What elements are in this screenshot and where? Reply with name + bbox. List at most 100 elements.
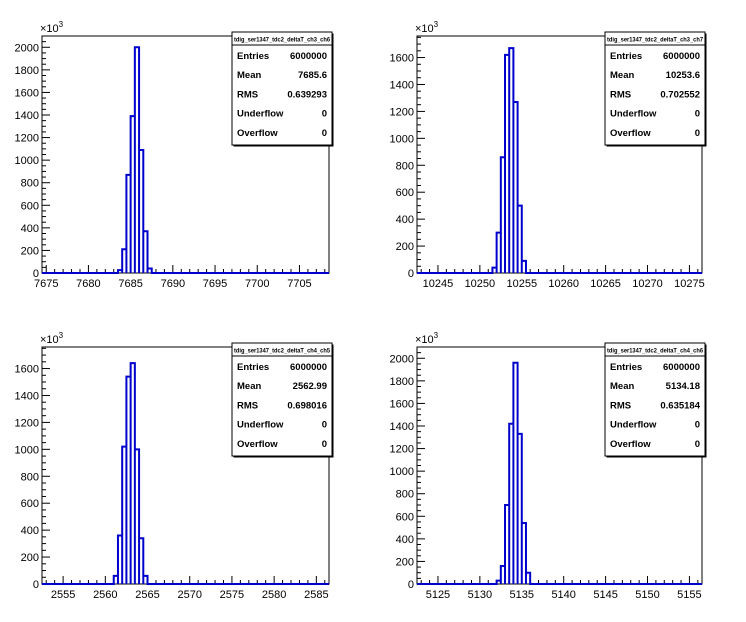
y-tick-label: 1200: [390, 444, 414, 456]
stats-value: 0: [322, 109, 327, 120]
stats-label: Mean: [610, 381, 634, 392]
histogram-bin: [513, 363, 517, 584]
stats-label: Entries: [237, 51, 269, 62]
y-multiplier-label: ×103: [40, 20, 64, 35]
histogram-bin: [126, 175, 130, 273]
x-tick-label: 7690: [161, 278, 185, 290]
stats-box: tdig_ser1347_tdc2_deltaT_ch4_ch5 Entries 6…: [231, 342, 334, 458]
stats-value: 0.698016: [287, 400, 327, 411]
y-multiplier-exponent: 3: [434, 20, 439, 29]
x-tick-label: 10265: [590, 278, 621, 290]
y-tick-label: 600: [21, 200, 39, 212]
x-tick-label: 7695: [203, 278, 227, 290]
y-tick-label: 1400: [390, 421, 414, 433]
y-tick-label: 600: [396, 511, 414, 523]
y-multiplier-base: ×10: [415, 23, 434, 35]
stats-value: 7685.6: [298, 70, 327, 81]
histogram-panel: 10245 10250 10255 10260 10265 10270 10275 0 200 4…: [390, 20, 707, 290]
x-tick-label: 2560: [93, 589, 117, 601]
histogram-bin: [131, 116, 135, 273]
histogram-outline: [417, 361, 702, 585]
histogram-panel: 2555 2560 2565 2570 2575 2580 2585 0 200 400 600 80…: [15, 331, 334, 601]
y-tick-label: 1000: [390, 133, 414, 145]
stats-value: 0: [322, 420, 327, 431]
histogram-panel: 5125 5130 5135 5140 5145 5150 5155 0 200 400 600 80…: [390, 331, 707, 601]
stats-label: RMS: [610, 400, 631, 411]
stats-box-frame: [604, 342, 706, 457]
x-tick-label: 5150: [635, 589, 659, 601]
y-tick-label: 1200: [15, 417, 39, 429]
stats-value: 0.639293: [287, 89, 327, 100]
x-tick-label: 5140: [551, 589, 575, 601]
histogram-bin: [135, 47, 139, 273]
stats-value: 5134.18: [666, 381, 700, 392]
stats-value: 10253.6: [666, 70, 700, 81]
stats-box: tdig_ser1347_tdc2_deltaT_ch4_ch6 Entries 6…: [604, 342, 707, 458]
histogram-bin: [139, 538, 143, 584]
stats-label: RMS: [237, 89, 258, 100]
stats-label: Underflow: [237, 420, 284, 431]
stats-label: Entries: [237, 362, 269, 373]
stats-label: Overflow: [237, 439, 278, 450]
y-tick-label: 800: [21, 178, 39, 190]
x-tick-label: 2570: [177, 589, 201, 601]
y-tick-label: 600: [21, 498, 39, 510]
histogram-bin: [501, 566, 505, 584]
histogram-outline: [42, 362, 329, 585]
histogram-bin: [135, 449, 139, 584]
y-multiplier-label: ×103: [40, 331, 64, 346]
y-tick-label: 200: [396, 556, 414, 568]
stats-label: RMS: [237, 400, 258, 411]
y-multiplier-exponent: 3: [59, 331, 64, 340]
stats-label: Mean: [237, 70, 261, 81]
stats-value: 6000000: [663, 51, 700, 62]
histogram-bin: [143, 231, 147, 273]
y-tick-label: 400: [21, 525, 39, 537]
stats-value: 0: [322, 439, 327, 450]
x-tick-label: 10250: [465, 278, 496, 290]
stats-value: 0: [322, 128, 327, 139]
stats-value: 0: [695, 420, 700, 431]
y-tick-label: 800: [21, 471, 39, 483]
y-tick-label: 200: [21, 552, 39, 564]
x-tick-label: 7675: [34, 278, 58, 290]
stats-box-frame: [231, 342, 333, 457]
y-multiplier-exponent: 3: [59, 20, 64, 29]
stats-value: 0.702552: [660, 89, 700, 100]
stats-value: 0.635184: [660, 400, 700, 411]
x-tick-label: 10260: [548, 278, 579, 290]
histogram-bin: [131, 363, 135, 584]
y-tick-label: 400: [21, 223, 39, 235]
stats-label: Underflow: [610, 109, 657, 120]
y-tick-label: 1000: [15, 155, 39, 167]
x-tick-label: 5135: [510, 589, 534, 601]
y-tick-label: 800: [396, 160, 414, 172]
x-tick-label: 7680: [76, 278, 100, 290]
x-tick-label: 5145: [593, 589, 617, 601]
stats-label: Underflow: [610, 420, 657, 431]
histogram-bin: [122, 249, 126, 273]
histogram-bin: [501, 157, 505, 273]
histogram-bin: [148, 268, 152, 273]
y-tick-label: 1600: [390, 53, 414, 65]
histogram-bin: [526, 573, 530, 584]
histogram-bin: [122, 447, 126, 584]
y-tick-label: 2000: [390, 353, 414, 365]
stats-label: Mean: [610, 70, 634, 81]
x-tick-label: 7705: [287, 278, 311, 290]
x-tick-label: 2565: [135, 589, 159, 601]
histogram-outline: [417, 47, 702, 274]
histogram-bin: [513, 102, 517, 273]
histogram-bin: [505, 505, 509, 584]
stats-value: 6000000: [663, 362, 700, 373]
x-tick-label: 5125: [426, 589, 450, 601]
histogram-bin: [509, 48, 513, 273]
histogram-bin: [518, 206, 522, 273]
stats-value: 6000000: [290, 362, 327, 373]
y-multiplier-label: ×103: [415, 331, 439, 346]
x-tick-label: 10245: [423, 278, 454, 290]
y-tick-label: 800: [396, 489, 414, 501]
histogram-bin: [522, 523, 526, 584]
y-tick-label: 1200: [390, 106, 414, 118]
stats-box: tdig_ser1347_tdc2_deltaT_ch3_ch7 Entries 6…: [604, 31, 707, 147]
